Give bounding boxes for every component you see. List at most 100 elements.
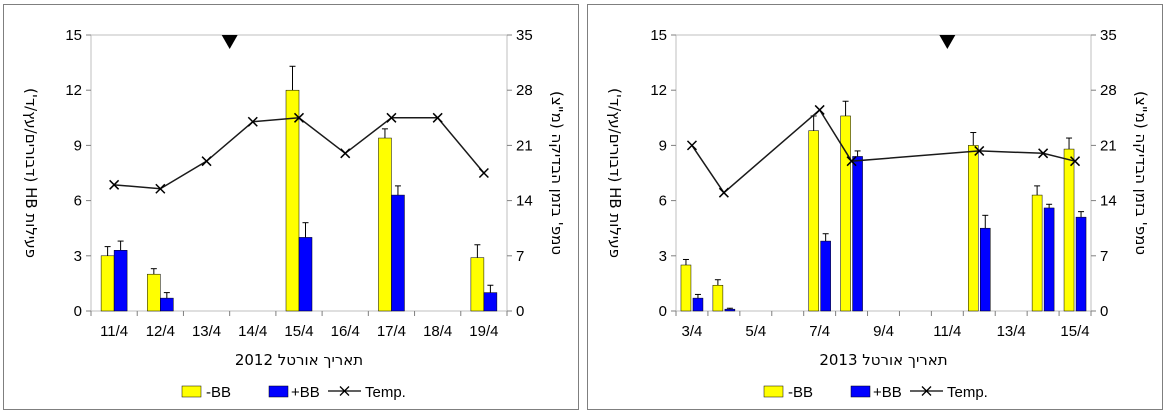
x-tick-label: 19/4 [469, 323, 498, 340]
legend-label-plus-bb: +BB [291, 384, 320, 401]
x-tick-label: 11/4 [100, 323, 128, 340]
y-right-tick-label: 7 [1100, 248, 1108, 265]
y-right-tick-label: 28 [516, 82, 533, 99]
temp-point [247, 116, 258, 127]
chart-2013: 0 3 6 9 12 15 0 7 14 21 28 35 3/4 5/4 7/4 9/4 11/4 13/4 15… [606, 27, 1150, 401]
x-tick-label: 11/4 [933, 323, 961, 340]
x-tick-label: 18/4 [423, 323, 452, 340]
y-left-tick-label: 9 [659, 137, 667, 154]
temp-point [478, 167, 489, 179]
bar-minus-bb [1063, 148, 1075, 312]
x-tick-label: 17/4 [377, 323, 406, 340]
x-tick-label: 16/4 [331, 323, 360, 340]
y-right-axis-title: טמפ' בזמן הבדיקה (מ"צ) [1132, 91, 1150, 255]
y-right-tick-label: 14 [1100, 193, 1117, 210]
x-tick-label: 13/4 [997, 323, 1026, 340]
legend-label-plus-bb: +BB [873, 384, 902, 401]
temp-point [432, 112, 443, 123]
temp-point [109, 179, 120, 190]
bar-plus-bb [160, 297, 174, 312]
bar-plus-bb [298, 237, 313, 312]
x-axis-title: תאריך אורטל 2012 [235, 351, 363, 369]
temp-point [155, 183, 166, 194]
legend-swatch-plus-bb [850, 385, 871, 398]
bar-plus-bb [391, 194, 405, 312]
temp-point [1038, 148, 1049, 159]
y-right-tick-label: 35 [516, 27, 533, 44]
bar-plus-bb [852, 156, 863, 312]
x-tick-label: 12/4 [146, 323, 175, 340]
y-left-tick-label: 12 [65, 82, 82, 99]
y-right-tick-label: 28 [1100, 82, 1117, 99]
y-left-tick-label: 6 [659, 193, 667, 210]
temp-point [386, 112, 397, 123]
legend-marker-temp [339, 386, 350, 396]
x-tick-label: 5/4 [745, 323, 766, 340]
legend-marker-temp [921, 386, 932, 396]
x-tick-label: 15/4 [1060, 323, 1089, 340]
bar-plus-bb [113, 250, 128, 312]
x-tick-label: 9/4 [873, 323, 894, 340]
legend-label-minus-bb: -BB [206, 384, 231, 401]
legend-swatch-plus-bb [268, 385, 289, 398]
bar-minus-bb [147, 273, 161, 312]
y-left-tick-label: 15 [65, 27, 82, 44]
temp-point [293, 112, 305, 123]
y-left-tick-label: 15 [650, 27, 667, 44]
bar-plus-bb [483, 292, 498, 312]
legend-label-temp: Temp. [365, 384, 406, 401]
legend-label-minus-bb: -BB [788, 384, 813, 401]
y-left-tick-label: 9 [74, 137, 82, 154]
y-left-tick-label: 3 [74, 248, 82, 265]
x-tick-label: 13/4 [192, 323, 221, 340]
x-axis-title: תאריך אורטל 2013 [819, 351, 947, 369]
bar-minus-bb [100, 255, 115, 312]
y-right-tick-label: 14 [516, 193, 533, 210]
bar-minus-bb [1031, 194, 1043, 312]
temp-point [201, 156, 212, 167]
bar-minus-bb [470, 257, 485, 312]
y-left-tick-label: 0 [74, 303, 82, 320]
bar-plus-bb [1075, 216, 1087, 312]
plot-area [675, 34, 1092, 312]
x-tick-label: 3/4 [682, 323, 703, 340]
y-left-tick-label: 12 [650, 82, 667, 99]
y-right-axis-title: טמפ' בזמן הבדיקה (מ"צ) [548, 91, 566, 255]
legend-swatch-minus-bb [763, 385, 784, 398]
bar-plus-bb [692, 297, 704, 312]
bar-minus-bb [680, 264, 692, 312]
y-right-tick-label: 21 [516, 137, 533, 154]
temp-point [718, 187, 729, 198]
chart-2012: 0 3 6 9 12 15 0 7 14 21 28 35 11/4 12/4 13/4 14/4 15/4 16… [22, 27, 566, 401]
temp-point [340, 148, 351, 159]
legend-label-temp: Temp. [947, 384, 988, 401]
temp-point [846, 156, 857, 167]
x-tick-label: 15/4 [284, 323, 313, 340]
legend-swatch-minus-bb [181, 385, 202, 398]
y-left-tick-label: 6 [74, 193, 82, 210]
bar-minus-bb [285, 89, 300, 312]
temp-point [974, 145, 985, 156]
y-left-axis-title: פעילות HB (דבורים/עץ/ד') [606, 88, 624, 258]
temp-line [691, 108, 1076, 194]
bar-minus-bb [378, 137, 392, 312]
y-left-tick-label: 0 [659, 303, 667, 320]
event-marker-icon [221, 35, 238, 49]
temp-point [814, 104, 825, 115]
y-left-axis-title: פעילות HB (דבורים/עץ/ד') [22, 88, 40, 258]
y-right-tick-label: 7 [516, 248, 524, 265]
bar-plus-bb [980, 227, 991, 312]
temp-point [686, 140, 697, 151]
y-right-tick-label: 21 [1100, 137, 1117, 154]
event-marker-icon [939, 35, 956, 49]
y-right-tick-label: 0 [516, 303, 524, 320]
y-right-tick-label: 0 [1100, 303, 1108, 320]
chart-panel-2013: 0 3 6 9 12 15 0 7 14 21 28 35 3/4 5/4 7/4 9/4 11/4 13/4 15… [587, 4, 1163, 410]
y-left-tick-label: 3 [659, 248, 667, 265]
bar-minus-bb [968, 145, 979, 312]
bar-plus-bb [724, 308, 736, 312]
x-tick-label: 14/4 [238, 323, 267, 340]
bar-minus-bb [808, 130, 819, 312]
chart-panel-2012: 0 3 6 9 12 15 0 7 14 21 28 35 11/4 12/4 13/4 14/4 15/4 16… [3, 4, 579, 410]
bar-minus-bb [712, 284, 724, 312]
